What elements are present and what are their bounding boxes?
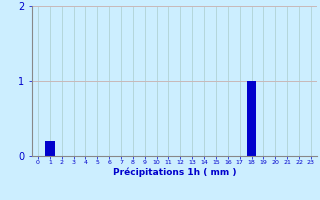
Bar [45,141,54,156]
Bar [247,81,256,156]
X-axis label: Précipitations 1h ( mm ): Précipitations 1h ( mm ) [113,168,236,177]
